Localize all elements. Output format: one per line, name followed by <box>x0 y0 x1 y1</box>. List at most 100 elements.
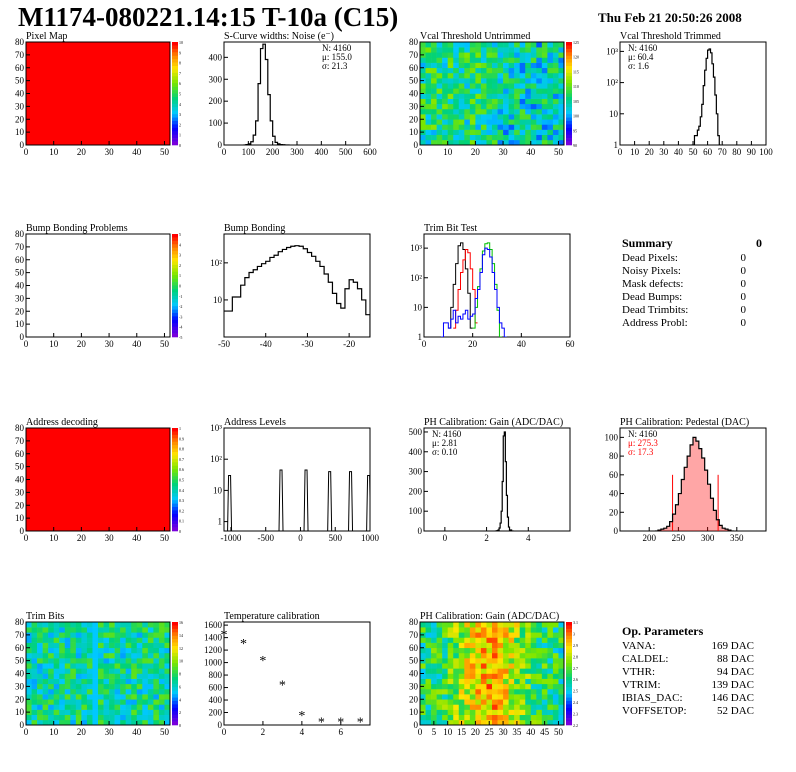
heatmap-cell <box>547 688 554 695</box>
heatmap-cell <box>552 83 559 89</box>
heatmap-cell <box>153 704 160 710</box>
color-scale-label: 3.1 <box>573 620 578 625</box>
x-tick-label: 40 <box>132 147 142 157</box>
heatmap-cell <box>92 709 99 715</box>
y-tick-label: 200 <box>209 708 223 718</box>
heatmap-cell <box>503 663 509 669</box>
heatmap-cell <box>136 694 143 700</box>
x-tick-label: 0 <box>422 339 427 349</box>
heatmap-cell <box>536 673 543 679</box>
heatmap-cell <box>158 709 165 715</box>
color-scale-band <box>566 127 572 132</box>
heatmap-cell <box>536 663 543 669</box>
heatmap-cell <box>475 688 482 695</box>
heatmap-cell <box>48 622 54 628</box>
heatmap-cell <box>558 98 565 105</box>
color-scale-band <box>566 646 572 650</box>
heatmap-cell <box>447 83 454 89</box>
heatmap-cell <box>425 694 432 700</box>
heatmap-cell <box>431 78 437 84</box>
heatmap-cell <box>541 42 548 48</box>
heatmap-cell <box>420 124 426 130</box>
heatmap-cell <box>75 668 82 674</box>
color-scale-band <box>172 52 178 57</box>
heatmap-cell <box>480 652 487 659</box>
heatmap-cell <box>480 642 487 649</box>
color-scale-band <box>566 141 572 146</box>
x-tick-label: 70 <box>718 147 728 157</box>
heatmap-cell <box>541 108 548 115</box>
heatmap-cell <box>153 647 160 654</box>
heatmap-cell <box>541 658 548 664</box>
heatmap-cell <box>420 62 426 69</box>
color-scale-band <box>172 700 178 705</box>
heatmap-cell <box>420 98 426 105</box>
heatmap-cell <box>453 67 460 74</box>
heatmap-cell <box>486 67 493 74</box>
heatmap-cell <box>525 673 532 679</box>
heatmap-cell <box>436 52 443 58</box>
heatmap-cell <box>64 699 71 705</box>
heatmap-cell <box>81 652 88 659</box>
heatmap-cell <box>103 688 110 695</box>
color-scale-band <box>566 676 572 681</box>
heatmap-cell <box>98 622 104 628</box>
heatmap-cell <box>420 83 426 89</box>
plot-area <box>227 469 370 531</box>
heatmap-cell <box>475 668 482 674</box>
x-tick-label: 30 <box>105 147 115 157</box>
heatmap-cell <box>81 642 88 649</box>
heatmap-cell <box>492 42 498 48</box>
heatmap-cell <box>420 139 426 146</box>
heatmap-cell <box>64 704 71 710</box>
heatmap-cell <box>81 678 88 685</box>
color-scale-label: 6 <box>179 684 181 689</box>
heatmap-cell <box>480 709 487 715</box>
heatmap-cell <box>514 108 520 115</box>
heatmap-cell <box>486 134 493 141</box>
heatmap-cell <box>120 632 126 638</box>
heatmap-cell <box>497 673 504 679</box>
heatmap-cell <box>530 67 537 74</box>
x-tick-label: 20 <box>645 147 655 157</box>
heatmap-cell <box>59 714 66 721</box>
page-title: M1174-080221.14:15 T-10a (C15) <box>18 2 399 32</box>
heatmap-cell <box>31 719 38 726</box>
heatmap-cell <box>131 668 138 674</box>
heatmap-cell <box>42 652 49 659</box>
heatmap-cell <box>26 622 32 628</box>
heatmap-cell <box>442 78 448 84</box>
heatmap-cell <box>530 57 537 63</box>
heatmap-cell <box>425 98 432 105</box>
heatmap-cell <box>552 57 559 63</box>
x-tick-label: 0 <box>24 533 29 543</box>
y-tick-label: 70 <box>15 436 25 446</box>
heatmap-cell <box>503 647 509 654</box>
color-scale-band <box>172 138 178 142</box>
heatmap-cell <box>59 688 66 695</box>
heatmap-cell <box>475 652 482 659</box>
heatmap-cell <box>514 658 520 664</box>
heatmap-cell <box>480 704 487 710</box>
heatmap-cell <box>519 683 526 690</box>
heatmap-cell <box>442 42 448 48</box>
heatmap-cell <box>425 119 432 125</box>
heatmap-cell <box>514 88 520 94</box>
heatmap-cell <box>469 709 476 715</box>
heatmap-cell <box>425 663 432 669</box>
heatmap-cell <box>486 129 493 135</box>
heatmap-cell <box>48 719 54 726</box>
heatmap-cell <box>431 673 437 679</box>
heatmap-cell <box>558 134 565 141</box>
heatmap-cell <box>147 704 154 710</box>
heatmap-cell <box>547 622 554 628</box>
heatmap-cell <box>469 47 476 53</box>
color-scale-band <box>172 506 178 511</box>
heatmap-cell <box>48 647 54 654</box>
series-line <box>448 242 473 329</box>
heatmap-cell <box>541 694 548 700</box>
heatmap-cell <box>64 719 71 726</box>
chart-title: Bump Bonding <box>224 223 285 234</box>
heatmap-cell <box>458 704 465 710</box>
heatmap-cell <box>164 658 171 664</box>
